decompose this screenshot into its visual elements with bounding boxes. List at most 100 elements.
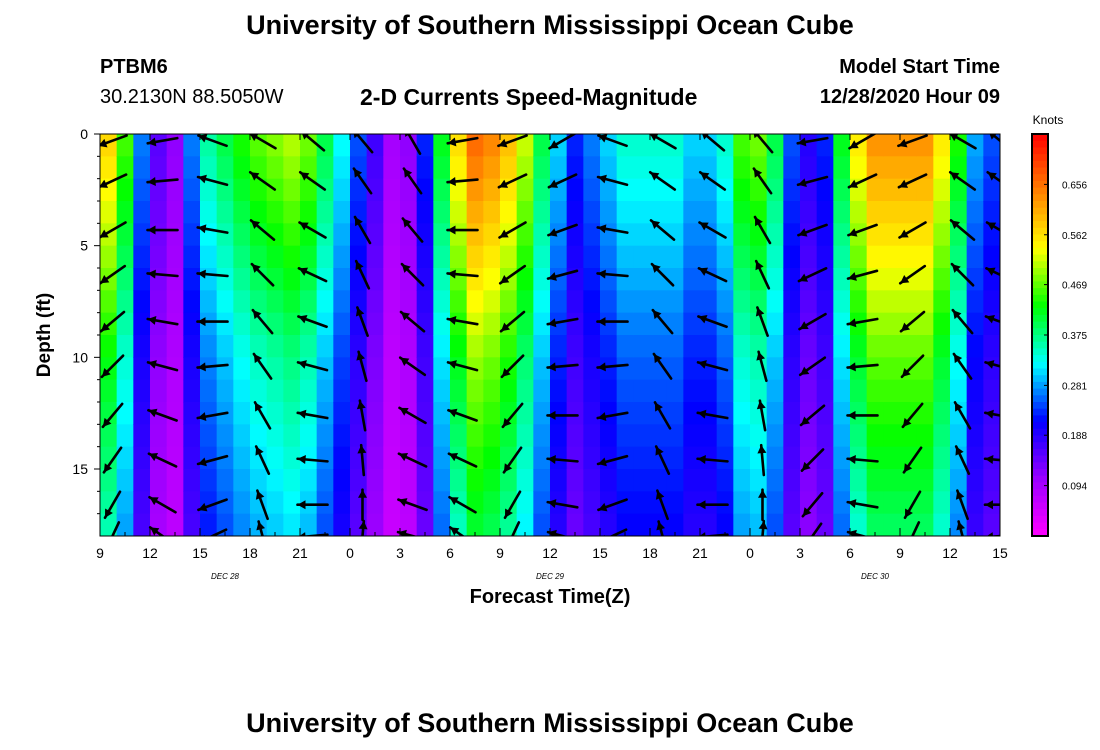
colorbar-tick-label: 0.656 xyxy=(1062,180,1087,191)
current-vector xyxy=(983,454,1000,464)
heatmap-cell xyxy=(733,268,751,291)
x-tick-label: 6 xyxy=(846,545,854,561)
heatmap-cell xyxy=(550,424,568,448)
current-vector xyxy=(100,221,127,239)
heatmap-cell xyxy=(916,201,934,224)
heatmap-cell xyxy=(733,424,751,448)
current-vector xyxy=(100,354,125,379)
heatmap-cell xyxy=(950,357,968,381)
heatmap-cell xyxy=(216,335,234,358)
arrow-head xyxy=(847,318,857,328)
x-tick-label: 9 xyxy=(496,545,504,561)
heatmap-cell xyxy=(250,201,268,224)
current-vector xyxy=(846,269,879,281)
heatmap-cell xyxy=(666,201,684,224)
heatmap-cell xyxy=(516,379,534,403)
heatmap-cell xyxy=(816,491,834,515)
heatmap-cell xyxy=(450,245,468,269)
heatmap-cell xyxy=(933,134,951,157)
heatmap-cell xyxy=(550,335,568,358)
heatmap-cell xyxy=(366,245,384,269)
arrow-head xyxy=(847,410,856,420)
heatmap-cell xyxy=(266,223,284,247)
current-vector xyxy=(546,362,579,372)
heatmap-cell xyxy=(333,312,351,336)
heatmap-cell xyxy=(416,290,434,314)
current-vector xyxy=(846,317,879,328)
current-vector xyxy=(146,269,179,279)
x-tick-label: 3 xyxy=(796,545,804,561)
arrow-head xyxy=(101,368,111,377)
heatmap-cell xyxy=(800,245,818,269)
heatmap-cell xyxy=(866,223,884,247)
heatmap-cell xyxy=(833,491,851,515)
current-vector xyxy=(511,521,521,536)
heatmap-cell xyxy=(666,469,684,492)
arrow-head xyxy=(597,412,607,422)
heatmap-cell xyxy=(183,268,201,291)
x-tick-label: 15 xyxy=(192,545,208,561)
heatmap-cell xyxy=(766,290,784,314)
heatmap-cell xyxy=(133,312,151,336)
arrow-head xyxy=(255,490,265,500)
heatmap-cell xyxy=(833,156,851,180)
heatmap-cell xyxy=(716,424,734,448)
heatmap-cell xyxy=(216,469,234,492)
heatmap-cell xyxy=(583,402,601,425)
heatmap-cell xyxy=(850,290,868,314)
heatmap-cell xyxy=(533,402,551,425)
heatmap-cell xyxy=(816,424,834,448)
heatmap-cell xyxy=(533,245,551,269)
heatmap-cell xyxy=(416,134,434,157)
current-vector xyxy=(952,352,973,380)
arrow-head xyxy=(955,446,964,456)
heatmap-cell xyxy=(350,245,368,269)
arrow-head xyxy=(100,138,108,148)
arrow-head xyxy=(302,134,309,140)
current-vector xyxy=(447,452,478,468)
heatmap-cell xyxy=(716,513,734,536)
heatmap-cell xyxy=(116,312,134,336)
heatmap-cell xyxy=(733,290,751,314)
heatmap-cell xyxy=(883,379,901,403)
arrow-head xyxy=(448,453,459,462)
arrow-head xyxy=(255,446,264,456)
heatmap-cell xyxy=(766,312,784,336)
heatmap-cell xyxy=(966,201,984,224)
heatmap-cell xyxy=(600,424,618,448)
heatmap-cell xyxy=(516,223,534,247)
colorbar-segment xyxy=(1032,160,1048,169)
arrow-head xyxy=(655,402,663,412)
heatmap-cell xyxy=(250,402,268,425)
heatmap-cell xyxy=(316,245,334,269)
current-vector xyxy=(352,167,373,195)
arrow-head xyxy=(505,508,513,518)
x-tick-label: 21 xyxy=(292,545,308,561)
arrow-head xyxy=(198,134,208,143)
heatmap-cell xyxy=(100,201,118,224)
date-label: DEC 29 xyxy=(536,572,565,581)
heatmap-cell xyxy=(283,312,301,336)
heatmap-cell xyxy=(250,245,268,269)
colorbar-segment xyxy=(1032,308,1048,316)
colorbar-segment xyxy=(1032,147,1048,155)
heatmap-cell xyxy=(416,245,434,269)
colorbar-segment xyxy=(1032,515,1048,524)
heatmap-cell xyxy=(966,223,984,247)
heatmap-cell xyxy=(466,201,484,224)
heatmap-cell xyxy=(850,201,868,224)
colorbar-segment xyxy=(1032,408,1048,416)
heatmap-cell xyxy=(183,446,201,470)
heatmap-cell xyxy=(133,245,151,269)
heatmap-cell xyxy=(216,268,234,291)
heatmap-cell xyxy=(916,335,934,358)
heatmap-cell xyxy=(316,290,334,314)
heatmap-cell xyxy=(666,245,684,269)
heatmap-cell xyxy=(833,290,851,314)
x-tick-label: 18 xyxy=(642,545,658,561)
heatmap-cell xyxy=(450,312,468,336)
heatmap-cell xyxy=(833,134,851,157)
heatmap-cell xyxy=(350,446,368,470)
heatmap-cell xyxy=(800,379,818,403)
current-vector xyxy=(501,402,524,429)
